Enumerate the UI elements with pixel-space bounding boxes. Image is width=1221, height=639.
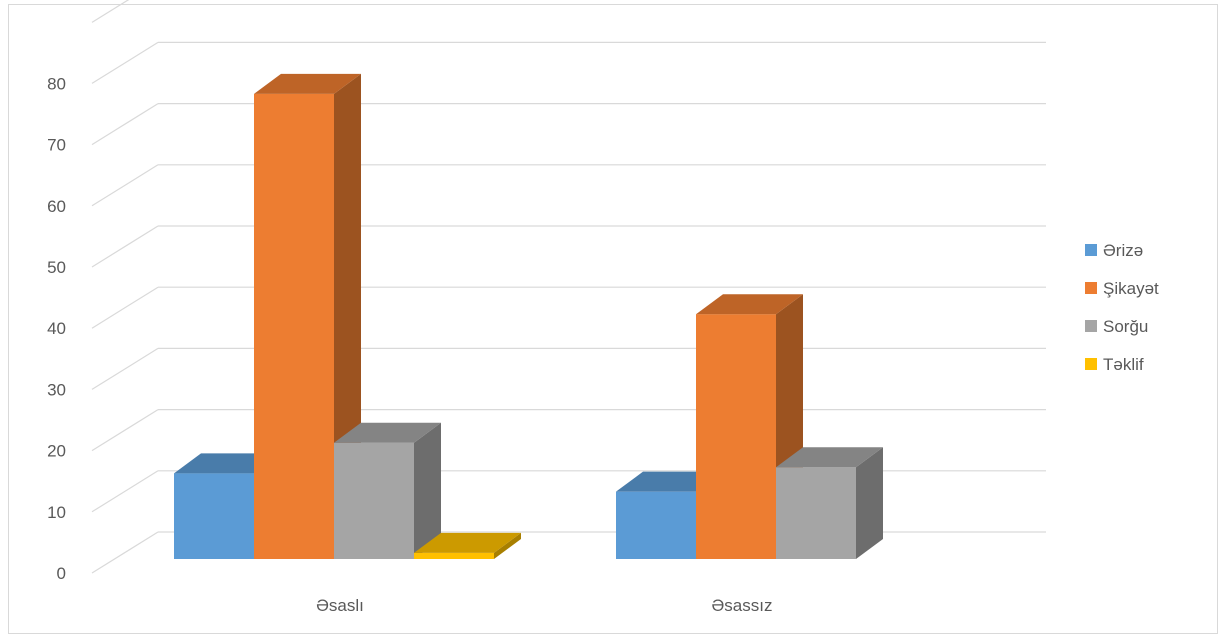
- y-tick-label: 70: [47, 136, 66, 155]
- bar-3-2: [776, 447, 883, 559]
- y-axis-ticks: 0 10 20 30 40 50 60 70 80: [47, 74, 66, 583]
- y-tick-label: 40: [47, 319, 66, 338]
- y-tick-label: 20: [47, 442, 66, 461]
- y-tick-label: 0: [57, 564, 66, 583]
- gridline-slant: [91, 531, 159, 574]
- bar-front: [616, 491, 696, 559]
- bar-top: [254, 73, 361, 94]
- gridline-slant: [91, 286, 159, 329]
- bar-front: [254, 93, 334, 559]
- bar-top: [776, 447, 883, 468]
- bars: [174, 73, 883, 559]
- y-tick-label: 10: [47, 503, 66, 522]
- bar-4-1: [414, 532, 521, 559]
- legend-swatch: [1085, 244, 1097, 256]
- bar-top: [696, 294, 803, 315]
- legend: Ərizə Şikayət Sorğu Təklif: [1085, 241, 1159, 374]
- legend-label: Şikayət: [1103, 279, 1159, 298]
- bar-front: [174, 473, 254, 559]
- gridline-slant: [91, 41, 159, 84]
- bar-front: [696, 314, 776, 559]
- legend-label: Təklif: [1103, 355, 1144, 374]
- gridline-slant: [91, 347, 159, 390]
- gridline-slant: [91, 225, 159, 268]
- legend-label: Sorğu: [1103, 317, 1148, 336]
- bar-side: [856, 447, 883, 559]
- bar-front: [414, 552, 494, 559]
- bar-front: [776, 467, 856, 559]
- x-tick-label: Əsassız: [712, 596, 773, 615]
- gridline-slant: [91, 0, 130, 23]
- gridline-slant: [91, 103, 159, 146]
- legend-swatch: [1085, 282, 1097, 294]
- x-axis-ticks: Əsaslı Əsassız: [316, 596, 772, 615]
- y-tick-label: 30: [47, 380, 66, 399]
- bar-side: [494, 532, 521, 559]
- gridline-slant: [91, 409, 159, 452]
- bar-front: [334, 442, 414, 559]
- bar-side: [414, 422, 441, 559]
- gridline-slant: [91, 164, 159, 207]
- y-tick-label: 50: [47, 258, 66, 277]
- gridline-slant: [91, 470, 159, 513]
- bar-top: [414, 532, 521, 553]
- legend-swatch: [1085, 358, 1097, 370]
- y-tick-label: 80: [47, 74, 66, 93]
- bar-3-1: [334, 422, 441, 559]
- bar-top: [334, 422, 441, 443]
- x-tick-label: Əsaslı: [316, 596, 364, 615]
- legend-label: Ərizə: [1103, 241, 1143, 260]
- y-tick-label: 60: [47, 197, 66, 216]
- legend-swatch: [1085, 320, 1097, 332]
